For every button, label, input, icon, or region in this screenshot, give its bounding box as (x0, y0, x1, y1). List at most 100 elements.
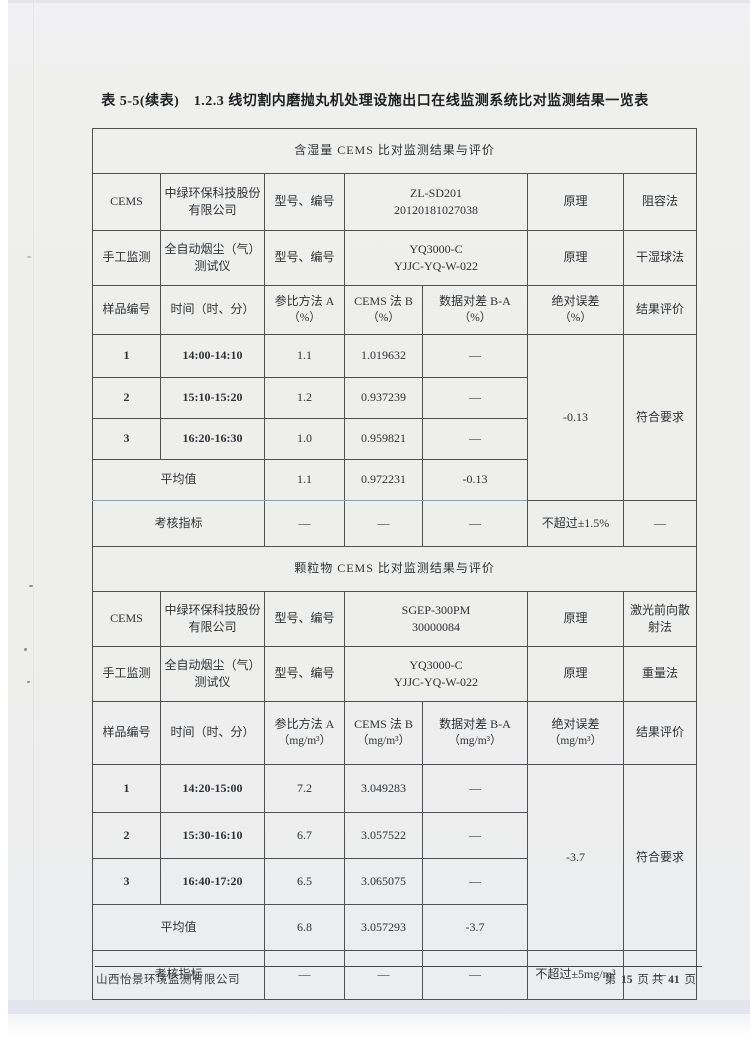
cell-ref-value: 1.2 (264, 377, 345, 419)
cell-model-label: 型号、编号 (264, 230, 345, 286)
cell-sample-no: 2 (92, 812, 161, 859)
cell-cems-value: 0.937239 (344, 377, 423, 419)
header-abs-error: 绝对误差 （%） (527, 285, 624, 335)
cell-principle-label: 原理 (527, 173, 624, 231)
cell-diff-value: — (422, 858, 528, 905)
cell-cems-avg: 3.057293 (344, 904, 423, 951)
cell-model: YQ3000-C YJJC-YQ-W-022 (344, 230, 528, 286)
header-diff: 数据对差 B-A （%） (422, 285, 528, 335)
cell-cems-value: 3.057522 (344, 812, 423, 859)
cell-diff-avg: -3.7 (422, 904, 528, 951)
cell-abs-error-value: -0.13 (527, 334, 624, 501)
paper-crease (33, 0, 35, 1000)
cell-system: CEMS (92, 591, 161, 647)
cell-diff-value: — (422, 377, 528, 419)
footer-page-current: 15 (621, 974, 633, 986)
cell-model: ZL-SD201 20120181027038 (344, 173, 528, 231)
sample-row: 1 14:20-15:00 7.2 3.049283 — -3.7 符合要求 (92, 764, 698, 951)
equipment-row-manual: 手工监测 全自动烟尘（气）测试仪 型号、编号 YQ3000-C YJJC-YQ-… (92, 230, 698, 286)
sample-row: 1 14:00-14:10 1.1 1.019632 — -0.13 符合要求 (92, 334, 698, 501)
cell-diff-value: — (422, 812, 528, 859)
equipment-row-cems: CEMS 中绿环保科技股份有限公司 型号、编号 SGEP-300PM 30000… (92, 591, 698, 647)
cell-ref-avg: 1.1 (264, 459, 345, 501)
cell-assessment-diff: — (422, 950, 528, 1000)
table-section-row: 颗粒物 CEMS 比对监测结果与评价 (91, 546, 698, 592)
equipment-row-cems: CEMS 中绿环保科技股份有限公司 型号、编号 ZL-SD201 2012018… (92, 173, 698, 231)
cell-assessment-limit: 不超过±5mg/m³ (527, 950, 624, 1000)
cell-principle-label: 原理 (527, 646, 624, 702)
cell-time: 15:30-16:10 (160, 812, 265, 859)
sample-row: 3 16:40-17:20 6.5 3.065075 — (92, 858, 697, 905)
cell-model: SGEP-300PM 30000084 (344, 591, 528, 647)
cell-time: 14:20-15:00 (160, 764, 265, 813)
header-sample-no: 样品编号 (92, 701, 161, 765)
footer-page-number: 第 15 页 共 41 页 (603, 971, 698, 987)
page-title: 表 5-5(续表) 1.2.3 线切割内磨抛丸机处理设施出口在线监测系统比对监测… (101, 94, 649, 109)
scan-speck (27, 681, 30, 683)
average-row: 平均值 1.1 0.972231 -0.13 (92, 459, 697, 501)
scan-top-edge (8, 0, 750, 3)
header-diff: 数据对差 B-A （mg/m³） (422, 701, 528, 765)
cell-vendor: 中绿环保科技股份有限公司 (160, 173, 265, 231)
cell-diff-avg: -0.13 (422, 459, 528, 501)
header-cems: CEMS 法 B （%） (344, 285, 423, 335)
cell-average-label: 平均值 (92, 904, 265, 951)
cell-assessment-result: — (622, 500, 698, 547)
cell-model: YQ3000-C YJJC-YQ-W-022 (344, 646, 528, 702)
footer-company: 山西怡景环境监测有限公司 (96, 974, 240, 986)
header-ref-method: 参比方法 A （%） (264, 285, 345, 335)
equipment-row-manual: 手工监测 全自动烟尘（气）测试仪 型号、编号 YQ3000-C YJJC-YQ-… (92, 646, 698, 702)
comparison-tables: 含湿量 CEMS 比对监测结果与评价 CEMS 中绿环保科技股份有限公司 型号、… (91, 128, 698, 1000)
scan-bottom-band (8, 1000, 750, 1014)
model-line2: 30000084 (412, 620, 460, 634)
cell-assessment-ref: — (264, 500, 345, 547)
cell-system: CEMS (92, 173, 161, 231)
moisture-cems-table: 含湿量 CEMS 比对监测结果与评价 CEMS 中绿环保科技股份有限公司 型号、… (91, 128, 698, 547)
cell-cems-value: 3.049283 (344, 764, 423, 813)
model-line1: YQ3000-C (409, 241, 463, 256)
assessment-row: 考核指标 — — — 不超过±1.5% — (92, 500, 698, 547)
cell-sample-no: 2 (92, 377, 161, 419)
model-line2: YJJC-YQ-W-022 (394, 259, 478, 273)
cell-ref-value: 7.2 (264, 764, 345, 813)
model-line1: YQ3000-C (409, 657, 463, 672)
cell-vendor: 中绿环保科技股份有限公司 (160, 591, 265, 647)
column-header-row: 样品编号 时间（时、分） 参比方法 A （%） CEMS 法 B （%） 数据对… (92, 285, 698, 335)
header-cems: CEMS 法 B （mg/m³） (344, 701, 423, 765)
cell-evaluation-value: 符合要求 (622, 334, 698, 501)
cell-cems-value: 1.019632 (344, 334, 423, 378)
cell-time: 16:20-16:30 (160, 418, 265, 460)
cell-time: 15:10-15:20 (160, 377, 265, 419)
sample-row: 3 16:20-16:30 1.0 0.959821 — (92, 418, 697, 460)
cell-cems-avg: 0.972231 (344, 459, 423, 501)
cell-model-label: 型号、编号 (264, 646, 345, 702)
cell-assessment-cems: — (344, 950, 423, 1000)
scan-speck (24, 648, 27, 651)
cell-abs-error-value: -3.7 (527, 764, 624, 951)
cell-model-label: 型号、编号 (264, 591, 345, 647)
scan-speck (29, 585, 33, 587)
cell-assessment-cems: — (344, 500, 423, 547)
cell-cems-value: 0.959821 (344, 418, 423, 460)
sample-row: 2 15:30-16:10 6.7 3.057522 — (92, 812, 697, 859)
header-time: 时间（时、分） (160, 285, 265, 335)
cell-vendor: 全自动烟尘（气）测试仪 (160, 230, 265, 286)
cell-model-label: 型号、编号 (264, 173, 345, 231)
scan-bottom-fade (8, 1014, 750, 1034)
cell-ref-value: 1.0 (264, 418, 345, 460)
section-title: 含湿量 CEMS 比对监测结果与评价 (91, 128, 698, 174)
footer-page-total: 41 (668, 974, 680, 986)
header-ref-method: 参比方法 A （mg/m³） (264, 701, 345, 765)
cell-vendor: 全自动烟尘（气）测试仪 (160, 646, 265, 702)
model-line2: 20120181027038 (394, 203, 478, 217)
header-evaluation: 结果评价 (622, 701, 698, 765)
cell-evaluation-value: 符合要求 (622, 764, 698, 951)
sample-row: 2 15:10-15:20 1.2 0.937239 — (92, 377, 697, 419)
cell-assessment-label: 考核指标 (92, 500, 265, 547)
cell-diff-value: — (422, 764, 528, 813)
cell-principle-label: 原理 (527, 230, 624, 286)
footer-page-suffix: 页 (684, 974, 697, 986)
assessment-row: 考核指标 — — — 不超过±5mg/m³ — (92, 950, 698, 1000)
cell-principle: 干湿球法 (622, 230, 698, 286)
